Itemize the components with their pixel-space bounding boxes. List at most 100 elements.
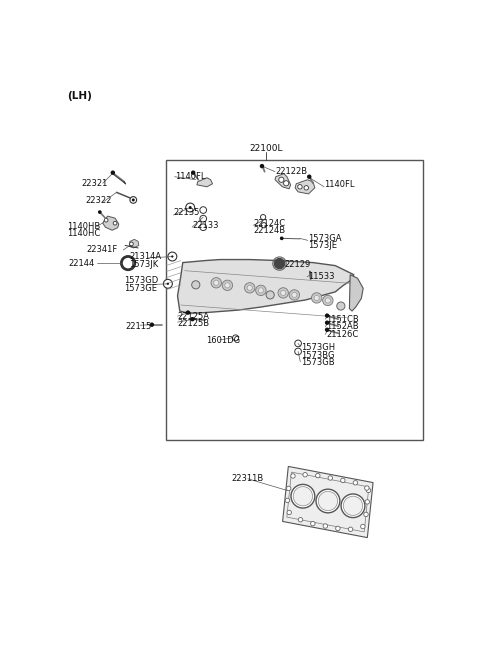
Ellipse shape <box>307 174 312 179</box>
Text: 1573BG: 1573BG <box>301 350 335 359</box>
Ellipse shape <box>121 256 135 270</box>
Ellipse shape <box>295 340 301 347</box>
Ellipse shape <box>163 279 172 288</box>
Polygon shape <box>178 260 354 314</box>
Ellipse shape <box>214 280 219 285</box>
Ellipse shape <box>225 283 230 288</box>
Text: 1573GE: 1573GE <box>124 284 157 293</box>
Ellipse shape <box>304 186 309 190</box>
Ellipse shape <box>258 288 264 293</box>
Ellipse shape <box>343 496 363 516</box>
Ellipse shape <box>325 327 329 332</box>
Ellipse shape <box>190 317 195 321</box>
Ellipse shape <box>278 288 288 298</box>
Ellipse shape <box>303 472 307 477</box>
Text: 22100L: 22100L <box>250 144 283 153</box>
Text: 22124C: 22124C <box>253 218 286 228</box>
Ellipse shape <box>287 486 291 491</box>
Ellipse shape <box>291 484 315 508</box>
Ellipse shape <box>261 222 266 228</box>
Ellipse shape <box>353 481 358 485</box>
Ellipse shape <box>295 348 301 355</box>
Text: 22125A: 22125A <box>178 312 210 321</box>
Ellipse shape <box>336 526 340 531</box>
Text: 22115: 22115 <box>125 321 151 331</box>
Text: 21314A: 21314A <box>129 252 161 261</box>
Ellipse shape <box>292 293 297 298</box>
Ellipse shape <box>325 314 329 318</box>
Polygon shape <box>129 239 139 248</box>
Ellipse shape <box>130 242 133 246</box>
Text: 22129: 22129 <box>285 260 311 269</box>
Ellipse shape <box>314 295 319 300</box>
Ellipse shape <box>274 258 285 269</box>
Ellipse shape <box>130 197 137 203</box>
Text: 22322: 22322 <box>85 196 112 205</box>
Ellipse shape <box>280 237 284 240</box>
Bar <box>166 159 423 440</box>
Text: 22341F: 22341F <box>86 245 117 255</box>
Ellipse shape <box>132 199 135 201</box>
Ellipse shape <box>186 310 190 315</box>
Text: 1573GD: 1573GD <box>124 276 158 285</box>
Ellipse shape <box>293 487 312 506</box>
Ellipse shape <box>261 215 266 220</box>
Ellipse shape <box>189 206 192 209</box>
Ellipse shape <box>233 335 239 341</box>
Ellipse shape <box>364 512 368 517</box>
Ellipse shape <box>192 281 200 289</box>
Ellipse shape <box>191 171 195 175</box>
Text: 22311B: 22311B <box>231 474 264 483</box>
Ellipse shape <box>113 221 117 225</box>
Ellipse shape <box>318 491 337 510</box>
Ellipse shape <box>291 474 295 478</box>
Text: 1573GH: 1573GH <box>301 343 335 352</box>
Ellipse shape <box>325 298 330 303</box>
Ellipse shape <box>284 180 289 186</box>
Ellipse shape <box>365 486 369 490</box>
Ellipse shape <box>289 290 300 300</box>
Ellipse shape <box>98 210 102 214</box>
Ellipse shape <box>168 252 177 261</box>
Ellipse shape <box>366 488 371 493</box>
Ellipse shape <box>287 510 291 515</box>
Ellipse shape <box>244 283 255 293</box>
Ellipse shape <box>256 285 266 296</box>
Ellipse shape <box>298 184 302 189</box>
Ellipse shape <box>360 524 365 529</box>
Ellipse shape <box>285 498 289 502</box>
Ellipse shape <box>316 489 340 513</box>
Ellipse shape <box>260 164 264 169</box>
Ellipse shape <box>281 291 286 295</box>
Ellipse shape <box>311 522 315 526</box>
Ellipse shape <box>171 255 173 258</box>
Ellipse shape <box>341 494 365 518</box>
Text: 1151CB: 1151CB <box>326 315 359 323</box>
Polygon shape <box>197 178 213 187</box>
Text: 1601DG: 1601DG <box>206 336 240 345</box>
Ellipse shape <box>279 177 284 182</box>
Ellipse shape <box>266 291 274 299</box>
Ellipse shape <box>200 215 206 222</box>
Polygon shape <box>275 174 290 189</box>
Text: 1573JE: 1573JE <box>309 241 337 251</box>
Text: 22122B: 22122B <box>276 167 308 176</box>
Ellipse shape <box>222 280 233 291</box>
Ellipse shape <box>186 203 195 212</box>
Ellipse shape <box>298 518 303 522</box>
Polygon shape <box>295 180 315 194</box>
Text: 1140HC: 1140HC <box>67 229 100 237</box>
Ellipse shape <box>200 207 206 213</box>
Ellipse shape <box>211 277 221 288</box>
Text: 21126C: 21126C <box>326 330 358 338</box>
Text: 1140FL: 1140FL <box>324 180 355 190</box>
Ellipse shape <box>247 285 252 291</box>
Ellipse shape <box>323 295 333 306</box>
Ellipse shape <box>200 224 206 230</box>
Text: 22321: 22321 <box>82 179 108 188</box>
Text: 22144: 22144 <box>68 258 95 268</box>
Ellipse shape <box>323 523 327 528</box>
Text: 22125B: 22125B <box>178 319 210 328</box>
Text: 11533: 11533 <box>308 272 334 281</box>
Ellipse shape <box>365 500 370 504</box>
